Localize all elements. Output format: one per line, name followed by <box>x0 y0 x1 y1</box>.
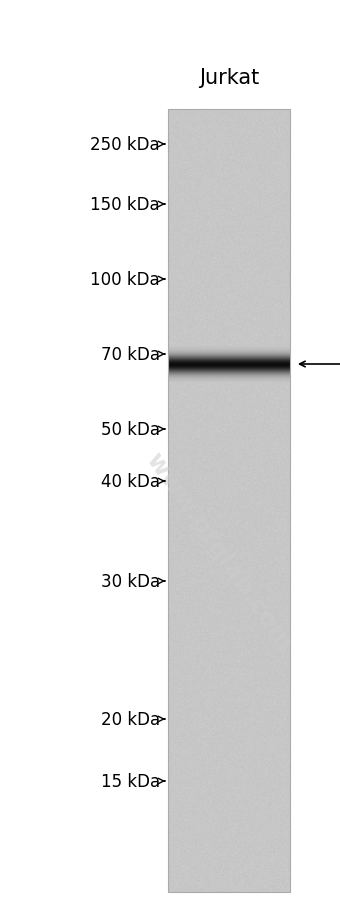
Text: Jurkat: Jurkat <box>199 68 259 87</box>
Text: 20 kDa: 20 kDa <box>101 710 160 728</box>
Text: 15 kDa: 15 kDa <box>101 772 160 790</box>
Text: 150 kDa: 150 kDa <box>90 196 160 214</box>
Text: 30 kDa: 30 kDa <box>101 573 160 590</box>
Text: 100 kDa: 100 kDa <box>90 271 160 289</box>
Text: www.ptglab.com: www.ptglab.com <box>141 447 296 654</box>
Text: 70 kDa: 70 kDa <box>101 345 160 364</box>
Bar <box>168 110 290 892</box>
Text: 50 kDa: 50 kDa <box>101 420 160 438</box>
Text: 40 kDa: 40 kDa <box>101 473 160 491</box>
Text: 250 kDa: 250 kDa <box>90 136 160 154</box>
